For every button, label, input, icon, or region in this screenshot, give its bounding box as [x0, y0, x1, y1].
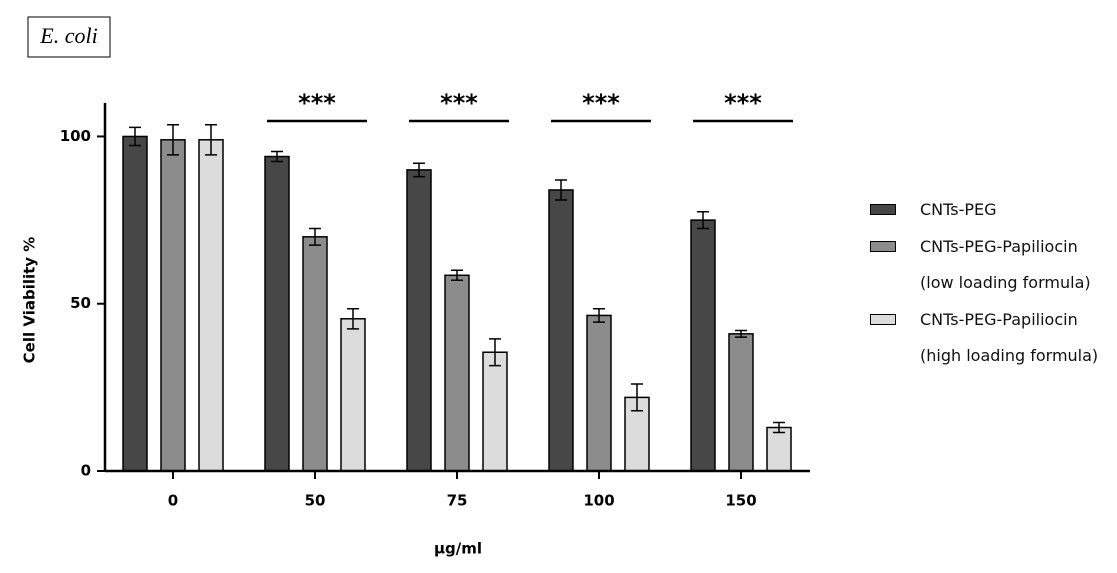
- legend-entry: CNTs-PEG: [870, 192, 997, 228]
- title-box: [27, 16, 111, 58]
- bar: [766, 426, 792, 472]
- legend-label: CNTs-PEG: [920, 200, 997, 219]
- bar: [302, 236, 328, 472]
- significance-label: ***: [440, 89, 478, 117]
- y-tick-label: 50: [70, 294, 91, 312]
- bar: [198, 139, 224, 472]
- error-bar: [129, 126, 141, 147]
- error-bar: [555, 179, 567, 201]
- error-bar: [593, 307, 605, 323]
- legend-entry: CNTs-PEG-Papiliocin (high loading formul…: [870, 302, 1098, 374]
- error-bar: [773, 421, 785, 434]
- x-tick-label: 100: [583, 492, 614, 510]
- error-bar: [413, 162, 425, 178]
- legend-label: CNTs-PEG-Papiliocin (high loading formul…: [920, 310, 1099, 365]
- x-tick-label: 75: [447, 492, 468, 510]
- error-bar: [167, 123, 179, 156]
- x-tick-label: 0: [168, 492, 178, 510]
- significance-label: ***: [298, 89, 336, 117]
- bar: [690, 219, 716, 472]
- y-tick-label: 0: [81, 462, 91, 480]
- legend-swatch: [870, 241, 896, 252]
- bar: [160, 139, 186, 472]
- error-bar: [697, 210, 709, 230]
- y-tick-label: 100: [60, 127, 91, 145]
- chart-title: E. coli: [39, 23, 97, 48]
- x-tick-label: 150: [725, 492, 756, 510]
- bar: [548, 189, 574, 472]
- error-bar: [309, 227, 321, 246]
- x-tick-label: 50: [305, 492, 326, 510]
- legend-entry: CNTs-PEG-Papiliocin (low loading formula…: [870, 229, 1091, 301]
- error-bar: [735, 329, 747, 338]
- y-axis-label: Cell Viability %: [21, 237, 39, 364]
- bar: [482, 351, 508, 472]
- bar: [728, 333, 754, 472]
- error-bar: [271, 150, 283, 163]
- significance-label: ***: [582, 89, 620, 117]
- bar: [586, 314, 612, 472]
- bar: [444, 274, 470, 472]
- error-bar: [451, 269, 463, 282]
- significance-label: ***: [724, 89, 762, 117]
- legend-swatch: [870, 204, 896, 215]
- x-axis-label: µg/ml: [434, 540, 482, 558]
- legend-swatch: [870, 314, 896, 325]
- error-bar: [631, 383, 643, 412]
- error-bar: [347, 307, 359, 330]
- bar: [340, 318, 366, 472]
- legend-label: CNTs-PEG-Papiliocin (low loading formula…: [920, 237, 1091, 292]
- error-bar: [489, 338, 501, 367]
- bar: [122, 135, 148, 472]
- bar: [264, 155, 290, 472]
- bar: [406, 169, 432, 472]
- error-bar: [205, 123, 217, 156]
